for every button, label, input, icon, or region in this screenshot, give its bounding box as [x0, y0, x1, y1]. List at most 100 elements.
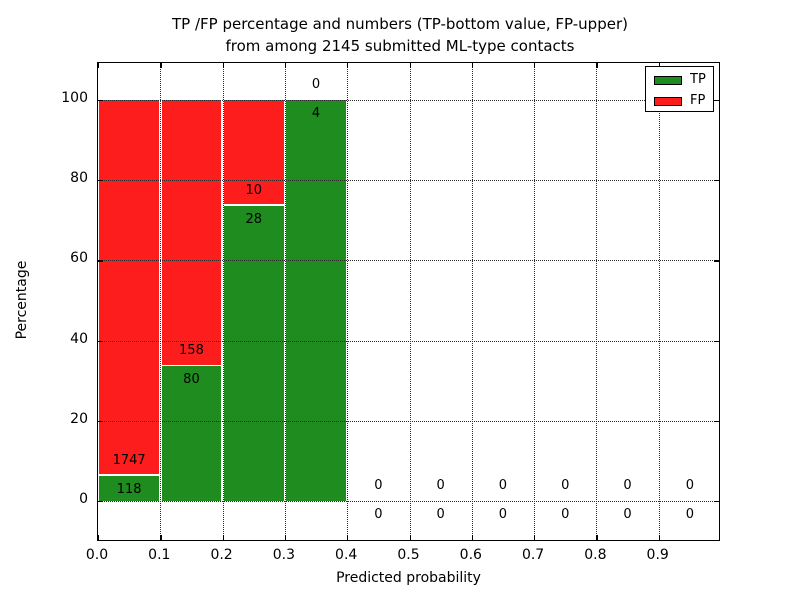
- y-tick-label: 0: [79, 491, 88, 507]
- gridline-horizontal: [98, 501, 719, 502]
- tp-bar-segment: [161, 366, 222, 501]
- gridline-horizontal: [98, 260, 719, 262]
- fp-bar-segment: [224, 100, 284, 205]
- y-tick-label: 20: [70, 410, 88, 427]
- gridline-horizontal: [98, 180, 719, 182]
- fp-legend-label: FP: [690, 93, 706, 108]
- y-tick-mark: [98, 340, 103, 342]
- legend-row-fp: FP: [646, 93, 713, 108]
- x-tick-mark: [160, 535, 162, 540]
- x-tick-mark: [658, 63, 660, 68]
- tp-count-label: 0: [623, 507, 632, 522]
- tp-count-label: 118: [116, 481, 142, 497]
- tp-legend-swatch: [654, 76, 682, 85]
- gridline-vertical: [596, 63, 598, 540]
- x-tick-mark: [98, 63, 100, 68]
- y-tick-label: 100: [61, 90, 88, 106]
- chart-title: TP /FP percentage and numbers (TP-bottom…: [0, 13, 800, 57]
- x-tick-mark: [347, 63, 349, 68]
- gridline-horizontal: [98, 340, 719, 342]
- x-tick-mark: [596, 63, 598, 68]
- gridline-vertical: [347, 63, 349, 540]
- legend-row-tp: TP: [646, 72, 713, 87]
- gridline-horizontal: [98, 420, 719, 422]
- gridline-vertical: [534, 63, 536, 540]
- x-tick-mark: [222, 535, 224, 540]
- tp-legend-label: TP: [690, 72, 706, 87]
- chart-title-line2: from among 2145 submitted ML-type contac…: [225, 37, 575, 55]
- fp-legend-swatch: [654, 97, 682, 106]
- fp-bar-segment: [99, 100, 159, 475]
- x-tick-mark: [658, 535, 660, 540]
- x-tick-mark: [534, 535, 536, 540]
- x-tick-mark: [222, 63, 224, 68]
- y-tick-mark: [98, 100, 103, 102]
- y-tick-mark: [714, 340, 719, 342]
- x-tick-label: 0.8: [584, 547, 607, 563]
- x-tick-mark: [284, 63, 287, 68]
- x-tick-mark: [471, 63, 474, 68]
- fp-count-label: 0: [436, 478, 445, 493]
- gridline-horizontal: [98, 100, 719, 101]
- chart-title-line1: TP /FP percentage and numbers (TP-bottom…: [172, 15, 628, 33]
- y-tick-label: 60: [70, 250, 88, 267]
- x-tick-mark: [160, 63, 162, 68]
- x-tick-mark: [409, 63, 411, 68]
- gridline-vertical: [471, 63, 473, 540]
- gridline-vertical: [160, 63, 162, 540]
- y-tick-mark: [714, 260, 719, 262]
- gridline-vertical: [284, 63, 286, 540]
- y-tick-mark: [714, 100, 719, 102]
- y-tick-mark: [714, 180, 719, 182]
- y-tick-mark: [714, 501, 719, 503]
- tp-count-label: 28: [245, 211, 263, 227]
- x-tick-mark: [98, 535, 100, 540]
- x-tick-label: 0.5: [397, 547, 420, 563]
- x-tick-mark: [409, 535, 411, 540]
- fp-count-label: 0: [498, 478, 508, 493]
- x-tick-label: 0.1: [148, 547, 171, 563]
- x-tick-mark: [284, 535, 287, 540]
- x-tick-label: 0.9: [646, 547, 669, 563]
- tp-count-label: 0: [561, 507, 570, 522]
- gridline-vertical: [409, 63, 411, 540]
- x-tick-label: 0.3: [272, 547, 296, 563]
- fp-count-label: 0: [311, 77, 321, 92]
- fp-count-label: 1747: [112, 452, 146, 468]
- x-tick-label: 0.4: [335, 547, 358, 563]
- fp-count-label: 158: [179, 343, 204, 359]
- x-axis-label: Predicted probability: [336, 570, 481, 586]
- fp-count-label: 0: [623, 478, 632, 493]
- tp-count-label: 80: [183, 372, 200, 388]
- x-tick-mark: [534, 63, 536, 68]
- fp-bar-segment: [161, 100, 222, 365]
- y-tick-mark: [98, 260, 103, 262]
- fp-count-label: 10: [245, 182, 263, 198]
- gridline-vertical: [222, 63, 224, 540]
- tp-count-label: 0: [685, 507, 694, 522]
- fp-count-label: 0: [685, 478, 694, 493]
- y-tick-mark: [98, 420, 103, 423]
- x-tick-label: 0.2: [210, 547, 233, 563]
- x-tick-label: 0.0: [85, 547, 109, 563]
- fp-count-label: 0: [374, 478, 383, 493]
- x-tick-label: 0.7: [521, 547, 545, 563]
- tp-bar-segment: [224, 205, 284, 501]
- plot-area: 1747 118 158 80 10 28 0 4 0 0 0 0 0 0 0 0 0 0 0 0: [97, 62, 720, 541]
- y-tick-mark: [98, 501, 103, 503]
- legend: TP FP: [645, 66, 714, 112]
- tp-count-label: 0: [436, 507, 445, 522]
- x-tick-mark: [596, 535, 598, 540]
- x-tick-mark: [471, 535, 474, 540]
- tp-bar-segment: [286, 100, 346, 501]
- y-axis-label: Percentage: [14, 260, 30, 340]
- y-tick-label: 80: [70, 170, 88, 187]
- gridline-vertical: [658, 63, 660, 540]
- tp-bar-segment: [99, 475, 159, 501]
- fp-count-label: 0: [561, 478, 570, 493]
- x-tick-mark: [347, 535, 349, 540]
- y-tick-label: 40: [70, 330, 88, 347]
- tp-count-label: 0: [498, 507, 508, 522]
- y-tick-mark: [98, 180, 103, 182]
